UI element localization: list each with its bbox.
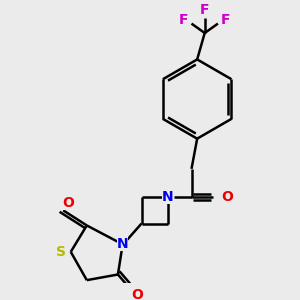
Text: O: O [221, 190, 233, 204]
Text: F: F [221, 13, 230, 27]
Text: S: S [56, 245, 66, 259]
Text: O: O [62, 196, 74, 210]
Text: F: F [200, 3, 209, 17]
Text: O: O [131, 288, 143, 300]
Text: F: F [179, 13, 189, 27]
Text: N: N [117, 237, 128, 251]
Text: N: N [162, 190, 174, 204]
